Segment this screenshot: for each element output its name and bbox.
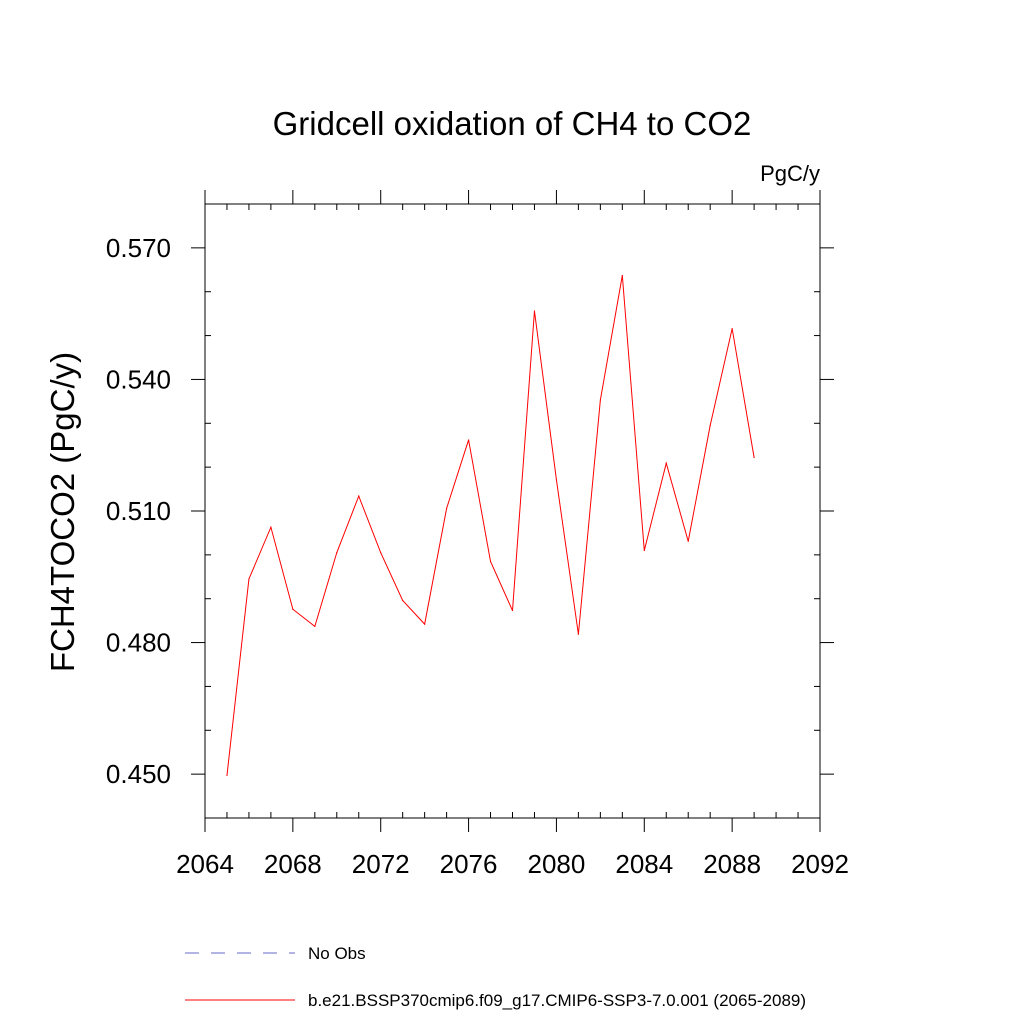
axis-ticks [191,190,834,832]
y-axis-title: FCH4TOCO2 (PgC/y) [44,352,81,672]
x-tick-label: 2084 [615,849,673,879]
data-point [446,507,448,509]
x-tick-label: 2068 [264,849,322,879]
x-tick-label: 2064 [176,849,234,879]
data-point [753,456,755,459]
data-point [533,310,536,312]
data-point [687,540,689,542]
data-point [424,623,426,625]
data-point [358,495,360,497]
chart-title: Gridcell oxidation of CH4 to CO2 [273,105,752,142]
data-point [270,526,272,528]
series-lines [226,274,755,777]
data-point [380,552,382,554]
data-point [336,552,338,554]
legend-label: b.e21.BSSP370cmip6.f09_g17.CMIP6-SSP3-7.… [308,991,806,1010]
y-tick-label: 0.510 [106,496,171,526]
y-tick-labels: 0.450 0.480 0.510 0.540 0.570 [106,233,171,789]
data-point [621,274,623,277]
legend-label: No Obs [308,944,366,963]
data-point [226,774,228,777]
data-point [467,439,470,441]
y-tick-label: 0.450 [106,759,171,789]
x-tick-label: 2088 [703,849,761,879]
legend: No Obs b.e21.BSSP370cmip6.f09_g17.CMIP6-S… [185,944,806,1010]
data-point [665,462,667,464]
y-tick-label: 0.570 [106,233,171,263]
x-tick-label: 2080 [528,849,586,879]
data-point [402,599,404,602]
data-point [292,608,294,610]
data-point [577,633,579,635]
data-point [489,560,492,563]
x-tick-label: 2072 [352,849,410,879]
x-tick-label: 2092 [791,849,849,879]
plot-frame [204,203,821,819]
data-point [709,424,711,427]
data-point [511,609,514,612]
data-point [314,625,316,627]
data-point [248,578,250,580]
y-tick-label: 0.480 [106,628,171,658]
x-tick-labels: 2064 2068 2072 2076 2080 2084 2088 2092 [176,849,849,879]
units-label: PgC/y [760,161,820,186]
data-point [643,549,645,552]
data-point [599,399,601,401]
series-line [226,275,755,776]
x-tick-label: 2076 [440,849,498,879]
data-point [555,479,558,481]
y-tick-label: 0.540 [106,364,171,394]
data-point [731,327,733,330]
